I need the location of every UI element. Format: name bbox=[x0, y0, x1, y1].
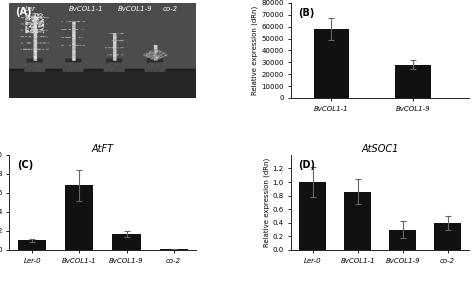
Text: Ler: Ler bbox=[25, 6, 36, 12]
Text: (B): (B) bbox=[298, 8, 315, 18]
Bar bbox=[344, 192, 371, 250]
Bar bbox=[300, 182, 326, 250]
Bar bbox=[434, 223, 461, 250]
Title: AtFT: AtFT bbox=[92, 144, 114, 154]
Title: AtSOC1: AtSOC1 bbox=[362, 144, 399, 154]
Text: (C): (C) bbox=[17, 160, 33, 170]
Text: BvCOL1-9: BvCOL1-9 bbox=[118, 6, 153, 12]
Bar bbox=[313, 29, 349, 98]
Y-axis label: Relative expression (dRn): Relative expression (dRn) bbox=[263, 158, 270, 247]
Text: BvCOL1-1: BvCOL1-1 bbox=[69, 6, 104, 12]
Bar bbox=[160, 249, 188, 250]
Text: (D): (D) bbox=[298, 160, 315, 170]
Bar bbox=[65, 185, 93, 250]
Text: (A): (A) bbox=[15, 7, 32, 17]
Bar bbox=[389, 230, 416, 250]
Bar bbox=[395, 65, 430, 98]
Bar bbox=[18, 240, 46, 250]
Bar bbox=[112, 234, 141, 250]
Y-axis label: Relative expression (dRn): Relative expression (dRn) bbox=[252, 6, 258, 95]
Text: co-2: co-2 bbox=[163, 6, 178, 12]
Title: BvCOL1: BvCOL1 bbox=[361, 0, 400, 2]
